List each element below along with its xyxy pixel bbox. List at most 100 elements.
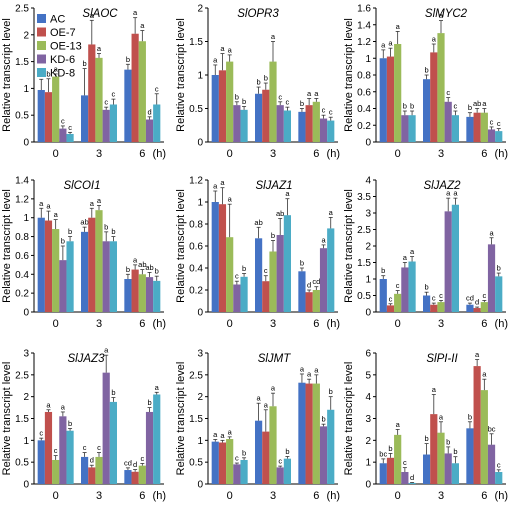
- significance-letter: c: [278, 457, 282, 466]
- significance-letter: c: [322, 106, 326, 115]
- bar: [379, 58, 387, 142]
- legend-label: OE-7: [50, 27, 76, 39]
- significance-letter: b: [321, 415, 325, 424]
- significance-letter: a: [321, 235, 326, 244]
- bar: [95, 210, 103, 312]
- bar: [240, 109, 248, 142]
- y-tick-label: 1.5: [15, 414, 29, 425]
- x-tick-label: 6: [481, 148, 487, 160]
- bar: [37, 217, 45, 312]
- significance-letter: c: [264, 266, 268, 275]
- y-tick-label: 0.8: [357, 71, 371, 82]
- bar: [386, 457, 395, 484]
- significance-letter: b: [46, 69, 50, 78]
- bar: [276, 235, 284, 312]
- significance-letter: c: [278, 92, 282, 101]
- y-tick-label: 4: [365, 392, 371, 403]
- bar: [444, 453, 452, 484]
- panel-title: SlJAZ1: [255, 180, 292, 192]
- significance-letter: a: [381, 40, 386, 49]
- bar: [109, 104, 117, 142]
- y-axis-label: Relative transcript level: [175, 189, 187, 303]
- significance-letter: cd: [466, 294, 474, 303]
- x-tick-label: 3: [438, 318, 444, 330]
- x-tick-label: 0: [227, 490, 233, 502]
- bar: [444, 211, 452, 312]
- significance-letter: b: [425, 434, 429, 443]
- significance-letter: c: [490, 117, 494, 126]
- y-tick-label: 2: [197, 392, 203, 403]
- x-tick-label: 6: [481, 490, 487, 502]
- significance-letter: b: [285, 447, 289, 456]
- bar: [386, 305, 395, 312]
- bar: [386, 56, 395, 143]
- bar: [88, 44, 96, 143]
- bar: [255, 420, 263, 484]
- bar: [430, 52, 438, 143]
- y-tick-label: 3: [23, 349, 29, 360]
- y-tick-label: 0: [23, 138, 29, 149]
- bar: [466, 116, 474, 142]
- significance-letter: a: [140, 21, 145, 30]
- y-tick-label: 3: [365, 209, 371, 220]
- significance-letter: a: [482, 370, 487, 379]
- bar: [226, 237, 234, 312]
- bar: [102, 372, 110, 484]
- bar: [102, 109, 110, 142]
- bar: [262, 431, 270, 484]
- bar: [153, 104, 161, 142]
- bar: [233, 284, 241, 312]
- significance-letter: ab: [80, 218, 88, 227]
- significance-letter: b: [300, 259, 304, 268]
- y-tick-label: 1.5: [357, 258, 371, 269]
- y-tick-label: 2.5: [189, 370, 203, 381]
- bar: [131, 269, 139, 312]
- y-tick-label: 0: [197, 308, 203, 319]
- bar: [52, 229, 60, 312]
- significance-letter: c: [482, 291, 486, 300]
- significance-letter: b: [300, 99, 304, 108]
- x-tick-label: 0: [395, 490, 401, 502]
- panel-title: SlJMT: [258, 353, 292, 365]
- significance-letter: ab: [276, 209, 284, 218]
- panel-title: SlJAZ2: [423, 180, 461, 192]
- y-tick-label: 1: [365, 275, 371, 286]
- x-unit-label: (h): [153, 148, 166, 160]
- significance-letter: a: [54, 64, 59, 73]
- significance-letter: b: [271, 231, 275, 240]
- bar: [473, 366, 481, 484]
- y-tick-label: 0: [23, 308, 29, 319]
- bar: [408, 115, 416, 142]
- chart-panel-1: 0 0.5 1 1.5 2 Relative transcript level SlOPR3…: [175, 4, 340, 161]
- bar: [437, 302, 445, 312]
- y-tick-label: 1.2: [15, 194, 29, 205]
- y-tick-label: 4: [365, 176, 371, 187]
- bar: [138, 274, 146, 312]
- significance-letter: b: [242, 97, 246, 106]
- bar: [145, 277, 154, 312]
- bar: [131, 471, 139, 484]
- bar: [480, 302, 488, 312]
- significance-letter: b: [83, 59, 87, 68]
- significance-letter: c: [83, 443, 87, 452]
- significance-letter: b: [329, 387, 333, 396]
- bar: [423, 79, 431, 142]
- significance-letter: a: [307, 370, 312, 379]
- significance-letter: c: [155, 84, 159, 93]
- y-tick-label: 1: [197, 71, 203, 82]
- bar: [379, 279, 387, 312]
- significance-letter: c: [389, 294, 393, 303]
- significance-letter: a: [90, 199, 95, 208]
- significance-letter: b: [126, 265, 130, 274]
- significance-letter: c: [61, 116, 65, 125]
- y-tick-label: 2.5: [15, 370, 29, 381]
- chart-panel-5: 0 0.5 1 1.5 2 2.5 3 3.5 4 Relative transcript lev…: [343, 176, 508, 331]
- significance-letter: c: [446, 88, 450, 97]
- bar: [487, 444, 496, 484]
- bar: [305, 383, 313, 484]
- y-tick-label: 0: [365, 480, 371, 491]
- significance-letter: bc: [379, 449, 387, 458]
- y-tick-label: 0.4: [15, 270, 29, 281]
- bar: [305, 105, 313, 142]
- bar: [312, 290, 320, 312]
